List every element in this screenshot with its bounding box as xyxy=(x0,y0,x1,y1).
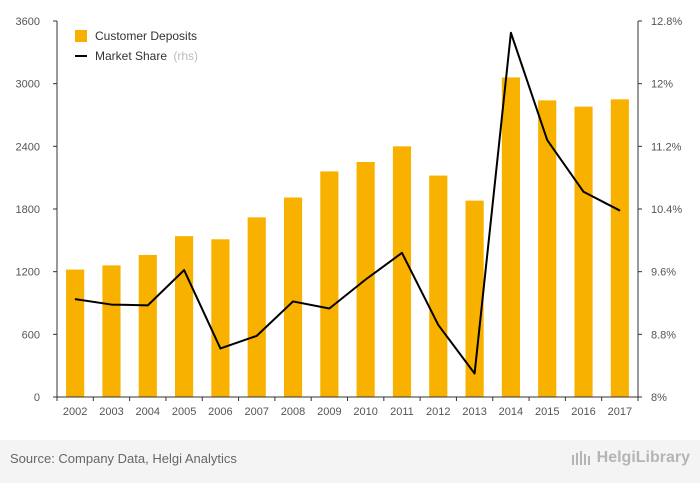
market-share-point xyxy=(147,304,149,306)
x-tick-label: 2013 xyxy=(462,406,486,418)
left-tick-label: 3600 xyxy=(16,16,40,28)
x-tick-label: 2016 xyxy=(571,406,595,418)
bar xyxy=(138,254,157,397)
axes-group: 0 600 1200 1800 2400 3000 3600 8% 8.8% 9.6% 10.4% 1… xyxy=(16,16,683,418)
legend: Customer Deposits Market Share (rhs) xyxy=(75,29,198,63)
market-share-point xyxy=(292,300,294,302)
bar xyxy=(247,217,266,397)
brand-logo[interactable]: HelgiLibrary xyxy=(571,449,690,467)
right-tick-label: 8% xyxy=(651,392,667,404)
market-share-point xyxy=(183,269,185,271)
x-tick-label: 2006 xyxy=(208,406,232,418)
market-share-point xyxy=(619,210,621,212)
bar xyxy=(610,99,629,397)
x-tick-label: 2002 xyxy=(63,406,87,418)
left-tick-label: 0 xyxy=(34,392,40,404)
bar xyxy=(175,236,194,397)
right-tick-label: 9.6% xyxy=(651,267,676,279)
bar xyxy=(283,197,303,397)
legend-label-deposits: Customer Deposits xyxy=(95,29,197,43)
left-tick-label: 3000 xyxy=(16,79,40,91)
market-share-point xyxy=(256,335,258,337)
chart: 0 600 1200 1800 2400 3000 3600 8% 8.8% 9.6% 10.4% 1… xyxy=(16,16,683,418)
legend-label-market-share: Market Share (rhs) xyxy=(95,49,198,63)
bars-group xyxy=(66,77,629,398)
x-tick-label: 2007 xyxy=(244,406,268,418)
market-share-point xyxy=(437,324,439,326)
legend-label-market-share-suffix: (rhs) xyxy=(173,49,198,63)
library-icon xyxy=(571,451,590,465)
x-tick-label: 2017 xyxy=(608,406,632,418)
market-share-point xyxy=(74,298,76,300)
line-group xyxy=(74,31,621,375)
x-tick-label: 2004 xyxy=(136,406,160,418)
market-share-point xyxy=(510,32,512,34)
market-share-point xyxy=(401,252,403,254)
right-tick-label: 11.2% xyxy=(651,141,682,153)
market-share-point xyxy=(546,139,548,141)
x-tick-label: 2010 xyxy=(353,406,377,418)
market-share-point xyxy=(365,279,367,280)
brand-name: HelgiLibrary xyxy=(596,449,690,466)
bar xyxy=(465,200,484,397)
right-tick-label: 8.8% xyxy=(651,329,676,341)
x-tick-label: 2009 xyxy=(317,406,341,418)
x-tick-label: 2003 xyxy=(99,406,123,418)
bar xyxy=(392,146,412,397)
bar xyxy=(320,171,339,397)
left-tick-label: 1800 xyxy=(16,204,40,216)
footer: Source: Company Data, Helgi Analytics He… xyxy=(0,440,700,483)
bar xyxy=(538,100,557,397)
left-tick-label: 2400 xyxy=(16,141,40,153)
bar xyxy=(211,239,230,397)
bar xyxy=(66,269,85,397)
right-tick-label: 12% xyxy=(651,79,673,91)
legend-swatch-deposits xyxy=(75,30,87,42)
x-tick-label: 2008 xyxy=(281,406,305,418)
bar xyxy=(102,265,121,397)
market-share-point xyxy=(219,347,221,349)
bar xyxy=(574,106,593,398)
left-tick-label: 600 xyxy=(22,329,40,341)
market-share-point xyxy=(110,304,112,306)
bar xyxy=(501,77,520,398)
legend-label-market-share-name: Market Share xyxy=(95,49,167,63)
right-tick-label: 10.4% xyxy=(651,204,682,216)
bar xyxy=(429,175,448,397)
market-share-point xyxy=(583,191,585,193)
x-tick-label: 2011 xyxy=(390,406,414,418)
market-share-point xyxy=(474,373,476,374)
source-note: Source: Company Data, Helgi Analytics xyxy=(10,451,237,466)
x-tick-label: 2012 xyxy=(426,406,450,418)
market-share-point xyxy=(328,307,330,309)
x-tick-label: 2015 xyxy=(535,406,559,418)
x-tick-label: 2014 xyxy=(499,406,523,418)
x-tick-label: 2005 xyxy=(172,406,196,418)
right-tick-label: 12.8% xyxy=(651,16,682,28)
left-tick-label: 1200 xyxy=(16,267,40,279)
market-share-line xyxy=(75,31,621,375)
